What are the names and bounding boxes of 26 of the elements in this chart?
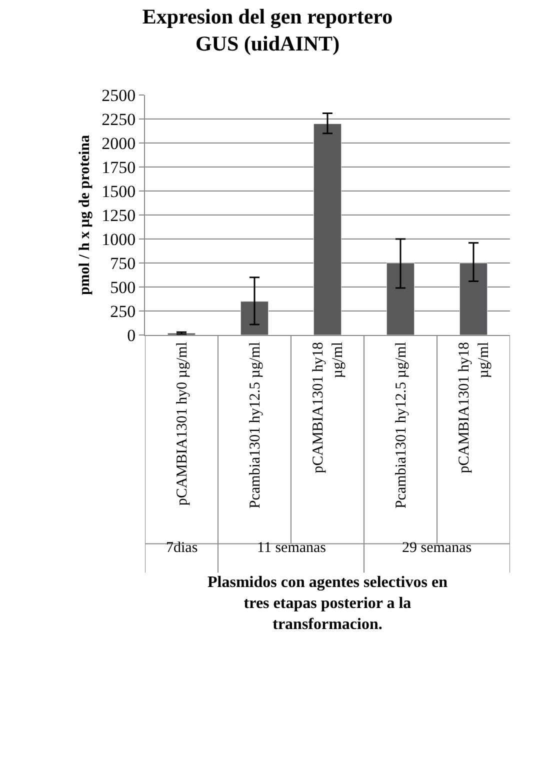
y-axis-title: pmol / h x µg de proteina <box>76 134 93 296</box>
y-tick-label: 1000 <box>102 230 136 249</box>
y-tick-label: 500 <box>110 278 136 297</box>
y-tick-label: 750 <box>110 254 136 273</box>
text: 11 semanas <box>257 540 326 556</box>
x-axis-title: Plasmidos con agentes selectivos en tres etapas posterior a la transformacion. <box>208 574 448 633</box>
y-tick-label: 1750 <box>102 158 136 177</box>
y-tick-label: 0 <box>127 326 136 345</box>
x-tick-label: pCAMBIA1301 hy18 µg/ml <box>456 342 492 474</box>
y-tick-label: 1500 <box>102 182 136 201</box>
y-tick-label: 2500 <box>102 86 136 105</box>
bar <box>240 301 269 335</box>
x-tick-label: Pcambia1301 hy12.5 µg/ml <box>247 342 264 509</box>
y-tick-label: 2000 <box>102 134 136 153</box>
bar <box>386 262 415 335</box>
bar <box>459 262 488 335</box>
text: 7dias <box>166 540 198 556</box>
chart-title: Expresion del gen reportero GUS (uidAINT) <box>142 4 393 56</box>
bar <box>313 124 342 335</box>
y-tick-label: 1250 <box>102 206 136 225</box>
x-tick-label: pCAMBIA1301 hy0 µg/ml <box>174 342 190 506</box>
x-tick-label: Pcambia1301 hy12.5 µg/ml <box>393 342 410 509</box>
text: 29 semanas <box>402 540 472 556</box>
y-tick-label: 2250 <box>102 110 136 129</box>
y-tick-label: 250 <box>110 302 136 321</box>
x-tick-label: pCAMBIA1301 hy18 µg/ml <box>310 342 346 474</box>
